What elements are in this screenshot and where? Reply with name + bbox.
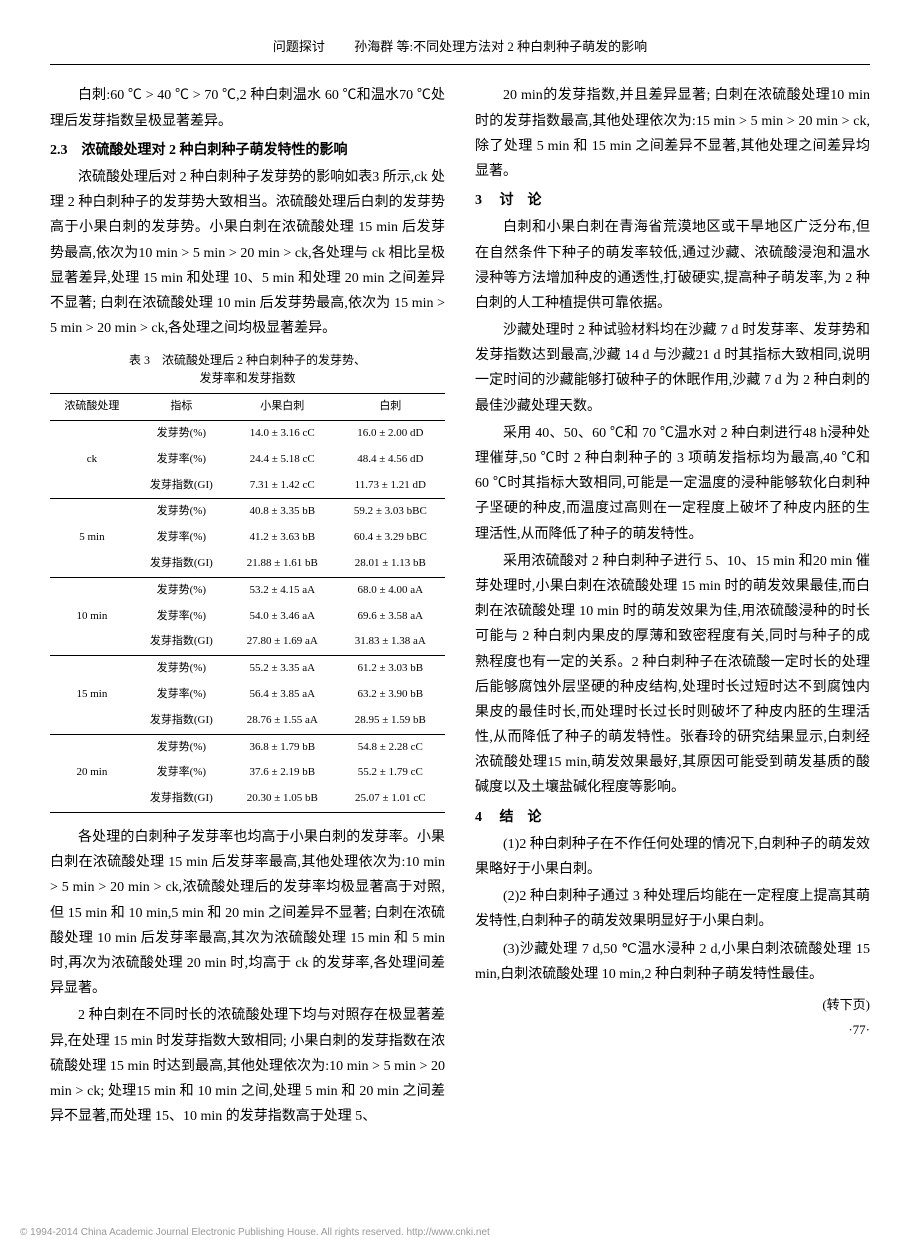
table-cell: 61.2 ± 3.03 bB: [336, 656, 445, 682]
table-row: 15 min发芽势(%)55.2 ± 3.35 aA61.2 ± 3.03 bB: [50, 656, 445, 682]
group-label: 5 min: [50, 499, 134, 577]
col2-p2: 白刺和小果白刺在青海省荒漠地区或干旱地区广泛分布,但在自然条件下种子的萌发率较低…: [475, 215, 870, 316]
th-species2: 白刺: [336, 394, 445, 421]
table-cell: 21.88 ± 1.61 bB: [229, 551, 336, 577]
col2-p8: (3)沙藏处理 7 d,50 ℃温水浸种 2 d,小果白刺浓硫酸处理 15 mi…: [475, 937, 870, 987]
th-species1: 小果白刺: [229, 394, 336, 421]
table-cell: 发芽指数(GI): [134, 473, 229, 499]
col2-p4: 采用 40、50、60 ℃和 70 ℃温水对 2 种白刺进行48 h浸种处理催芽…: [475, 421, 870, 547]
group-label: ck: [50, 421, 134, 499]
table-cell: 发芽势(%): [134, 421, 229, 447]
section-4-heading: 4 结 论: [475, 805, 870, 830]
table-cell: 发芽率(%): [134, 604, 229, 630]
table-cell: 55.2 ± 1.79 cC: [336, 760, 445, 786]
table-cell: 11.73 ± 1.21 dD: [336, 473, 445, 499]
table-cell: 发芽率(%): [134, 760, 229, 786]
table-cell: 60.4 ± 3.29 bBC: [336, 525, 445, 551]
table-cell: 41.2 ± 3.63 bB: [229, 525, 336, 551]
table-cell: 40.8 ± 3.35 bB: [229, 499, 336, 525]
table-cell: 发芽率(%): [134, 447, 229, 473]
table-cell: 28.76 ± 1.55 aA: [229, 708, 336, 734]
table-cell: 54.8 ± 2.28 cC: [336, 734, 445, 760]
table-row: 5 min发芽势(%)40.8 ± 3.35 bB59.2 ± 3.03 bBC: [50, 499, 445, 525]
table-cell: 31.83 ± 1.38 aA: [336, 629, 445, 655]
group-label: 20 min: [50, 734, 134, 812]
group-label: 15 min: [50, 656, 134, 734]
section-2-3-heading: 2.3 浓硫酸处理对 2 种白刺种子萌发特性的影响: [50, 138, 445, 163]
table-cell: 发芽率(%): [134, 682, 229, 708]
table-cell: 28.95 ± 1.59 bB: [336, 708, 445, 734]
table-row: ck发芽势(%)14.0 ± 3.16 cC16.0 ± 2.00 dD: [50, 421, 445, 447]
table-cell: 14.0 ± 3.16 cC: [229, 421, 336, 447]
page-number: ·77·: [475, 1018, 870, 1041]
col1-p3: 各处理的白刺种子发芽率也均高于小果白刺的发芽率。小果白刺在浓硫酸处理 15 mi…: [50, 825, 445, 1001]
table-cell: 59.2 ± 3.03 bBC: [336, 499, 445, 525]
table-cell: 发芽指数(GI): [134, 551, 229, 577]
table-cell: 7.31 ± 1.42 cC: [229, 473, 336, 499]
table-cell: 发芽势(%): [134, 734, 229, 760]
table-cell: 发芽指数(GI): [134, 629, 229, 655]
content-columns: 白刺:60 ℃ > 40 ℃ > 70 ℃,2 种白刺温水 60 ℃和温水70 …: [50, 83, 870, 1131]
col2-p1: 20 min的发芽指数,并且差异显著; 白刺在浓硫酸处理10 min 时的发芽指…: [475, 83, 870, 184]
table-row: 20 min发芽势(%)36.8 ± 1.79 bB54.8 ± 2.28 cC: [50, 734, 445, 760]
table-cell: 68.0 ± 4.00 aA: [336, 577, 445, 603]
table-cell: 28.01 ± 1.13 bB: [336, 551, 445, 577]
col2-p5: 采用浓硫酸对 2 种白刺种子进行 5、10、15 min 和20 min 催芽处…: [475, 549, 870, 801]
table-cell: 63.2 ± 3.90 bB: [336, 682, 445, 708]
section-3-heading: 3 讨 论: [475, 188, 870, 213]
header-category: 问题探讨: [273, 39, 325, 54]
group-label: 10 min: [50, 577, 134, 655]
table-cell: 27.80 ± 1.69 aA: [229, 629, 336, 655]
table-row: 10 min发芽势(%)53.2 ± 4.15 aA68.0 ± 4.00 aA: [50, 577, 445, 603]
col1-p1: 白刺:60 ℃ > 40 ℃ > 70 ℃,2 种白刺温水 60 ℃和温水70 …: [50, 83, 445, 133]
table-cell: 54.0 ± 3.46 aA: [229, 604, 336, 630]
continue-note: (转下页): [475, 993, 870, 1016]
col1-p2: 浓硫酸处理后对 2 种白刺种子发芽势的影响如表3 所示,ck 处理 2 种白刺种…: [50, 165, 445, 341]
table-cell: 48.4 ± 4.56 dD: [336, 447, 445, 473]
table-cell: 发芽势(%): [134, 499, 229, 525]
th-treatment: 浓硫酸处理: [50, 394, 134, 421]
table-cell: 55.2 ± 3.35 aA: [229, 656, 336, 682]
table-cell: 发芽指数(GI): [134, 708, 229, 734]
table-cell: 发芽率(%): [134, 525, 229, 551]
table-cell: 发芽势(%): [134, 656, 229, 682]
col2-p3: 沙藏处理时 2 种试验材料均在沙藏 7 d 时发芽率、发芽势和发芽指数达到最高,…: [475, 318, 870, 419]
table-cell: 36.8 ± 1.79 bB: [229, 734, 336, 760]
col2-p6: (1)2 种白刺种子在不作任何处理的情况下,白刺种子的萌发效果略好于小果白刺。: [475, 832, 870, 882]
table-cell: 56.4 ± 3.85 aA: [229, 682, 336, 708]
table-cell: 25.07 ± 1.01 cC: [336, 786, 445, 812]
table-cell: 发芽指数(GI): [134, 786, 229, 812]
watermark: © 1994-2014 China Academic Journal Elect…: [20, 1224, 490, 1242]
table-cell: 20.30 ± 1.05 bB: [229, 786, 336, 812]
left-column: 白刺:60 ℃ > 40 ℃ > 70 ℃,2 种白刺温水 60 ℃和温水70 …: [50, 83, 445, 1131]
table-cell: 37.6 ± 2.19 bB: [229, 760, 336, 786]
right-column: 20 min的发芽指数,并且差异显著; 白刺在浓硫酸处理10 min 时的发芽指…: [475, 83, 870, 1131]
table3-caption: 表 3 浓硫酸处理后 2 种白刺种子的发芽势、 发芽率和发芽指数: [50, 351, 445, 387]
col1-p4: 2 种白刺在不同时长的浓硫酸处理下均与对照存在极显著差异,在处理 15 min …: [50, 1003, 445, 1129]
table-cell: 69.6 ± 3.58 aA: [336, 604, 445, 630]
table-cell: 发芽势(%): [134, 577, 229, 603]
table-cell: 53.2 ± 4.15 aA: [229, 577, 336, 603]
table3: 浓硫酸处理 指标 小果白刺 白刺 ck发芽势(%)14.0 ± 3.16 cC1…: [50, 393, 445, 813]
table-cell: 16.0 ± 2.00 dD: [336, 421, 445, 447]
th-index: 指标: [134, 394, 229, 421]
page-header: 问题探讨 孙海群 等:不同处理方法对 2 种白刺种子萌发的影响: [50, 35, 870, 65]
header-authors: 孙海群 等:不同处理方法对 2 种白刺种子萌发的影响: [354, 39, 647, 54]
col2-p7: (2)2 种白刺种子通过 3 种处理后均能在一定程度上提高其萌发特性,白刺种子的…: [475, 884, 870, 934]
table-cell: 24.4 ± 5.18 cC: [229, 447, 336, 473]
